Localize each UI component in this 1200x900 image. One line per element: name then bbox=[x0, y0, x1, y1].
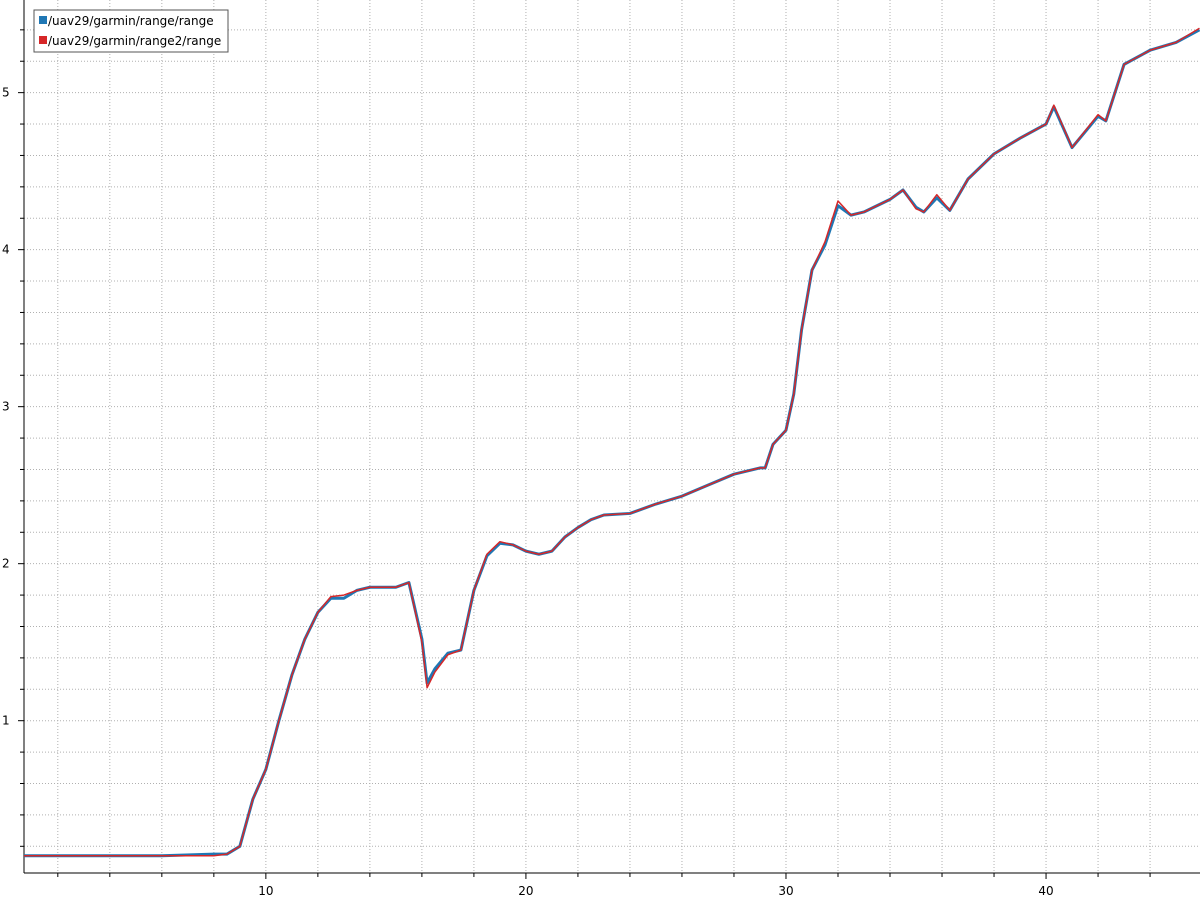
x-tick-label: 20 bbox=[518, 884, 533, 898]
x-tick-label: 40 bbox=[1038, 884, 1053, 898]
y-tick-label: 5 bbox=[2, 86, 10, 100]
y-tick-label: 4 bbox=[2, 243, 10, 257]
x-tick-label: 30 bbox=[778, 884, 793, 898]
y-tick-label: 1 bbox=[2, 714, 10, 728]
x-tick-label: 10 bbox=[258, 884, 273, 898]
y-tick-label: 2 bbox=[2, 557, 10, 571]
legend-label: /uav29/garmin/range/range bbox=[48, 14, 214, 28]
series-line bbox=[24, 28, 1200, 858]
series-line bbox=[24, 27, 1200, 857]
legend-label: /uav29/garmin/range2/range bbox=[48, 34, 221, 48]
y-tick-label: 3 bbox=[2, 400, 10, 414]
legend-swatch bbox=[39, 36, 47, 44]
legend-box bbox=[33, 9, 229, 53]
legend-swatch bbox=[39, 16, 47, 24]
legend: /uav29/garmin/range/range/uav29/garmin/r… bbox=[33, 9, 229, 53]
